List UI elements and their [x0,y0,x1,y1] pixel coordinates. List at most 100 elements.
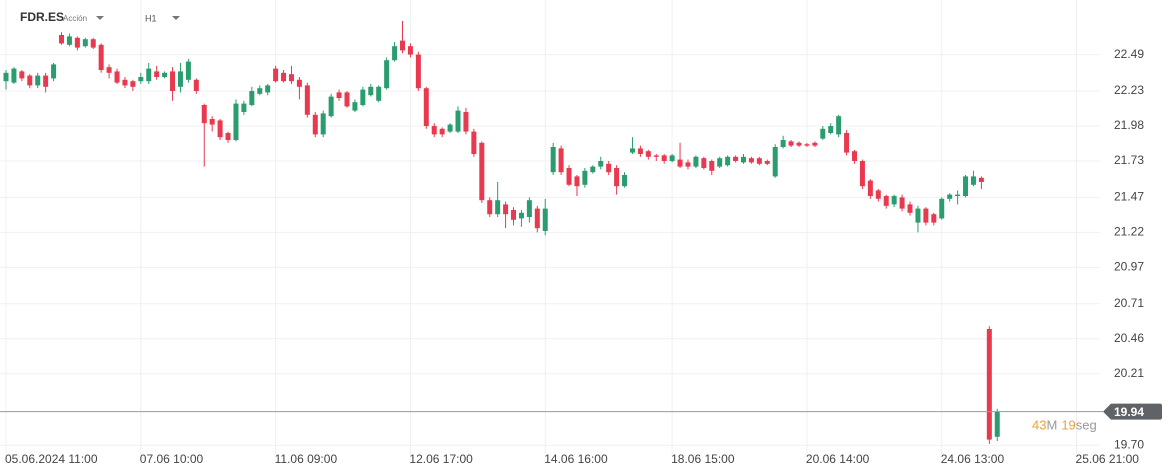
candle-body [59,35,65,44]
countdown: 43M 19seg [1032,418,1097,433]
candle-body [162,72,168,77]
y-tick-label: 20.71 [1114,296,1144,310]
candle-body [534,208,540,229]
candle-body [209,119,215,125]
candle-body [970,176,976,185]
candle-body [867,180,873,196]
candle-body [400,40,405,51]
candle-body [844,133,850,153]
candle-body [51,64,57,79]
candle-body [201,105,207,124]
candle-body [733,156,739,161]
candle-body [463,112,469,132]
candle-body [907,204,913,213]
candle-body [645,151,651,157]
candle-body [360,89,366,105]
candle-body [312,114,318,135]
candle-body [177,71,183,87]
x-tick-label: 24.06 13:00 [941,452,1005,466]
candle-body [257,88,263,94]
candle-body [98,44,104,70]
candle-body [756,158,762,164]
candle-body [487,200,493,215]
candle-body [693,156,699,167]
candle-body [542,208,548,231]
candle-body [875,190,881,199]
candle-body [439,128,445,135]
candle-body [804,144,810,146]
y-tick-label: 20.46 [1114,331,1144,345]
last-price-badge [1103,403,1162,420]
candle-body [598,161,604,167]
candle-body [994,411,1000,437]
y-tick-label: 21.98 [1114,118,1144,132]
candle-body [661,155,667,161]
x-tick-label: 18.06 15:00 [671,452,735,466]
dropdown-caret[interactable] [96,16,104,20]
candle-body [717,158,723,167]
candle-body [883,196,889,206]
candle-body [772,147,778,177]
candle-body [685,162,691,167]
candle-body [653,155,659,157]
x-tick-label: 20.06 14:00 [806,452,870,466]
candle-body [891,196,897,205]
candle-body [899,197,905,209]
candle-body [947,194,953,199]
candle-body [273,68,279,82]
candle-body [629,148,635,153]
candle-body [637,148,643,154]
candle-body [986,329,992,440]
x-tick-label: 07.06 10:00 [140,452,204,466]
dropdown-caret[interactable] [172,16,180,20]
y-tick-label: 22.49 [1114,47,1144,61]
candle-body [415,54,421,89]
candle-body [558,148,564,173]
candle-body [471,131,477,154]
x-tick-label: 11.06 09:00 [275,452,338,466]
candle-body [288,74,294,82]
candle-body [939,198,945,219]
candle-body [622,175,628,187]
candle-body [582,170,588,185]
candle-body [447,124,453,132]
x-tick-label: 14.06 16:00 [544,452,608,466]
candle-body [281,72,287,82]
candle-body [955,194,961,196]
candle-body [495,200,501,215]
candle-body [574,176,580,187]
grid [0,0,1100,455]
candle-body [931,214,937,223]
candle-body [392,46,398,61]
candle-body [66,36,72,45]
candle-body [677,159,683,167]
candle-body [978,177,984,182]
timeframe[interactable]: H1 [145,13,157,23]
candle-body [368,86,374,96]
candle-body [828,126,834,133]
candle-body [479,142,485,201]
candle-body [503,204,509,215]
candle-body [336,92,342,98]
candle-body [740,156,746,163]
candle-body [352,102,358,111]
candle-body [780,140,786,147]
candle-body [43,75,49,87]
candle-body [185,61,191,80]
candle-body [614,168,620,187]
countdown-seconds: 19 [1061,418,1075,433]
candle-body [431,126,437,135]
y-tick-label: 20.97 [1114,260,1144,274]
candle-body [963,176,969,196]
candle-body [423,88,429,126]
x-tick-label: 25.06 21:00 [1076,452,1140,466]
candle-body [701,158,707,168]
countdown-minutes: 43 [1032,418,1046,433]
candle-body [74,37,80,48]
candle-body [518,212,524,219]
candle-body [3,72,9,82]
x-tick-label: 05.06.2024 11:00 [5,452,98,466]
candle-body [796,142,802,146]
candle-body [820,128,826,139]
